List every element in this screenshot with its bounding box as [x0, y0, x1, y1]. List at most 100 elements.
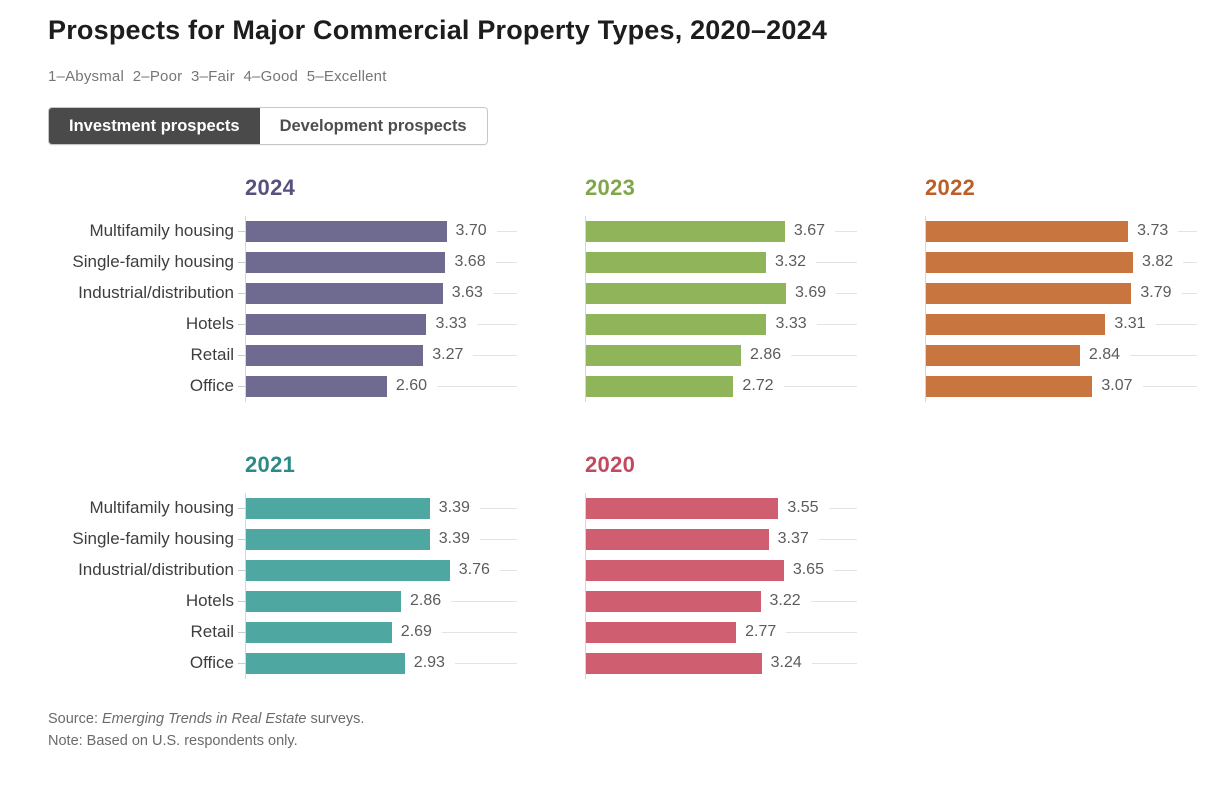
category-label: Office [189, 653, 234, 673]
source-suffix: surveys. [306, 710, 365, 727]
value-label: 3.67 [793, 222, 826, 240]
value-label: 2.69 [400, 623, 432, 641]
gridline [836, 292, 857, 294]
category-label: Industrial/distribution [78, 560, 234, 580]
axis-tick [238, 538, 245, 540]
bar-plot-area: 3.70 [245, 215, 517, 247]
page-title: Prospects for Major Commercial Property … [48, 15, 828, 45]
source-prefix: Source: [48, 710, 102, 727]
value-bar [926, 344, 1080, 366]
bar-row: Single-family housing 3.68 [48, 246, 517, 278]
axis-tick [238, 354, 245, 356]
bar-plot-area: 2.77 [585, 616, 857, 648]
charts-grid: 2024 Multifamily housing 3.70 Single-family… [48, 175, 1232, 679]
category-label: Hotels [185, 314, 234, 334]
bar-row: 3.24 [585, 647, 857, 679]
chart-2022: 2022 3.73 3.82 3.79 3.31 2.84 3.07 [925, 175, 1197, 402]
gridline [786, 631, 857, 633]
axis-tick [238, 230, 245, 232]
axis-tick [238, 292, 245, 294]
value-bar [586, 559, 784, 581]
bar-plot-area: 3.76 [245, 554, 517, 586]
chart-2024: 2024 Multifamily housing 3.70 Single-family… [48, 175, 517, 402]
bar-row: 3.82 [925, 246, 1197, 278]
value-bar [586, 344, 741, 366]
value-bar [246, 251, 446, 273]
rating-scale-legend: 1–Abysmal 2–Poor 3–Fair 4–Good 5–Excelle… [48, 67, 387, 85]
value-label: 2.86 [750, 346, 782, 364]
bar-row: Office 2.93 [48, 647, 517, 679]
tab-investment-prospects[interactable]: Investment prospects [49, 107, 260, 144]
bar-row: 3.07 [925, 370, 1197, 402]
value-label: 2.84 [1088, 346, 1121, 364]
bar-plot-area: 3.22 [585, 585, 857, 617]
bar-plot-area: 2.84 [925, 339, 1197, 371]
bar-row: Retail 2.69 [48, 616, 517, 648]
gridline [495, 261, 517, 263]
bar-row: Industrial/distribution 3.63 [48, 277, 517, 309]
axis-tick [238, 323, 245, 325]
bar-row: Multifamily housing 3.70 [48, 215, 517, 247]
gridline [441, 631, 517, 633]
value-label: 2.77 [745, 623, 777, 641]
value-bar [246, 621, 392, 643]
bar-plot-area: 3.39 [245, 492, 517, 524]
value-label: 3.33 [775, 315, 807, 333]
bar-plot-area: 2.93 [245, 647, 517, 679]
value-bar [586, 375, 734, 397]
chart-2023: 2023 3.67 3.32 3.69 3.33 2.86 2.72 [585, 175, 857, 402]
value-bar [246, 344, 424, 366]
bar-plot-area: 3.69 [585, 277, 857, 309]
value-bar [586, 282, 786, 304]
bar-row: 3.55 [585, 492, 857, 524]
value-label: 3.70 [455, 222, 487, 240]
category-label: Industrial/distribution [78, 283, 234, 303]
bar-row: Single-family housing 3.39 [48, 523, 517, 555]
axis-tick [238, 600, 245, 602]
bar-row: 3.22 [585, 585, 857, 617]
bar-row: 3.31 [925, 308, 1197, 340]
value-bar [586, 590, 761, 612]
gridline [828, 507, 857, 509]
bar-row: Multifamily housing 3.39 [48, 492, 517, 524]
value-bar [586, 621, 737, 643]
bar-row: 3.37 [585, 523, 857, 555]
chart-year-title: 2022 [925, 174, 976, 200]
value-label: 3.22 [769, 592, 801, 610]
bar-plot-area: 3.67 [585, 215, 857, 247]
bar-plot-area: 3.82 [925, 246, 1197, 278]
bar-plot-area: 3.33 [585, 308, 857, 340]
bar-row: 2.77 [585, 616, 857, 648]
bar-plot-area: 3.39 [245, 523, 517, 555]
category-label: Multifamily housing [89, 221, 234, 241]
value-label: 3.24 [770, 654, 802, 672]
bar-row: 3.69 [585, 277, 857, 309]
axis-tick [238, 261, 245, 263]
value-label: 3.82 [1142, 253, 1174, 271]
value-bar [246, 375, 387, 397]
respondents-note: Note: Based on U.S. respondents only. [48, 732, 298, 749]
tab-development-prospects[interactable]: Development prospects [259, 107, 487, 144]
chart-year-title: 2024 [245, 174, 296, 200]
bar-plot-area: 3.55 [585, 492, 857, 524]
bar-plot-area: 2.72 [585, 370, 857, 402]
value-bar [926, 282, 1132, 304]
bar-plot-area: 3.37 [585, 523, 857, 555]
value-label: 2.93 [413, 654, 445, 672]
value-bar [246, 220, 447, 242]
value-bar [926, 375, 1093, 397]
chart-2020: 2020 3.55 3.37 3.65 3.22 2.77 3.24 [585, 452, 857, 679]
gridline [783, 385, 857, 387]
value-label: 3.79 [1140, 284, 1172, 302]
gridline [451, 600, 517, 602]
value-label: 3.69 [794, 284, 827, 302]
gridline [479, 538, 517, 540]
bar-row: 3.65 [585, 554, 857, 586]
bar-plot-area: 3.31 [925, 308, 1197, 340]
category-label: Single-family housing [72, 529, 234, 549]
value-label: 3.33 [435, 315, 467, 333]
bar-row: 3.79 [925, 277, 1197, 309]
value-label: 3.39 [438, 530, 470, 548]
category-label: Single-family housing [72, 252, 234, 272]
source-publication: Emerging Trends in Real Estate [102, 710, 307, 727]
